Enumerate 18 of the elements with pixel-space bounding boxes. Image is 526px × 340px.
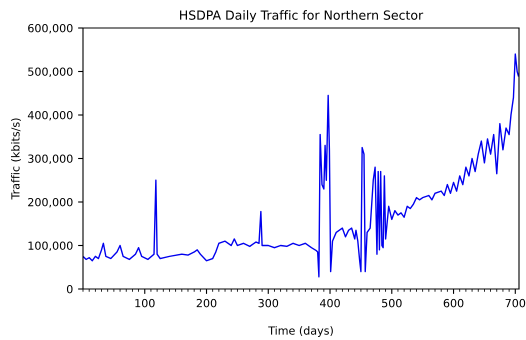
x-tick-label: 600 bbox=[444, 298, 464, 308]
line-series bbox=[83, 53, 519, 278]
x-tick-label: 500 bbox=[382, 298, 402, 308]
y-tick-label: 400,000 bbox=[28, 110, 73, 121]
y-axis-title: Traffic (kbits/s) bbox=[11, 118, 21, 200]
y-tick-label: 600,000 bbox=[28, 24, 73, 34]
y-tick-label: 0 bbox=[66, 284, 73, 294]
chart-title: HSDPA Daily Traffic for Northern Sector bbox=[180, 10, 424, 22]
x-tick-label: 100 bbox=[135, 298, 155, 308]
x-axis-title: Time (days) bbox=[268, 326, 333, 337]
y-tick-label: 500,000 bbox=[28, 67, 73, 78]
y-tick-label: 300,000 bbox=[28, 154, 73, 164]
y-tick-label: 200,000 bbox=[28, 198, 73, 208]
x-tick-label: 300 bbox=[258, 298, 278, 308]
x-tick-label: 400 bbox=[320, 298, 340, 308]
x-tick-label: 700 bbox=[506, 298, 526, 308]
x-tick-label: 200 bbox=[196, 298, 216, 308]
y-tick-label: 100,000 bbox=[28, 241, 73, 252]
